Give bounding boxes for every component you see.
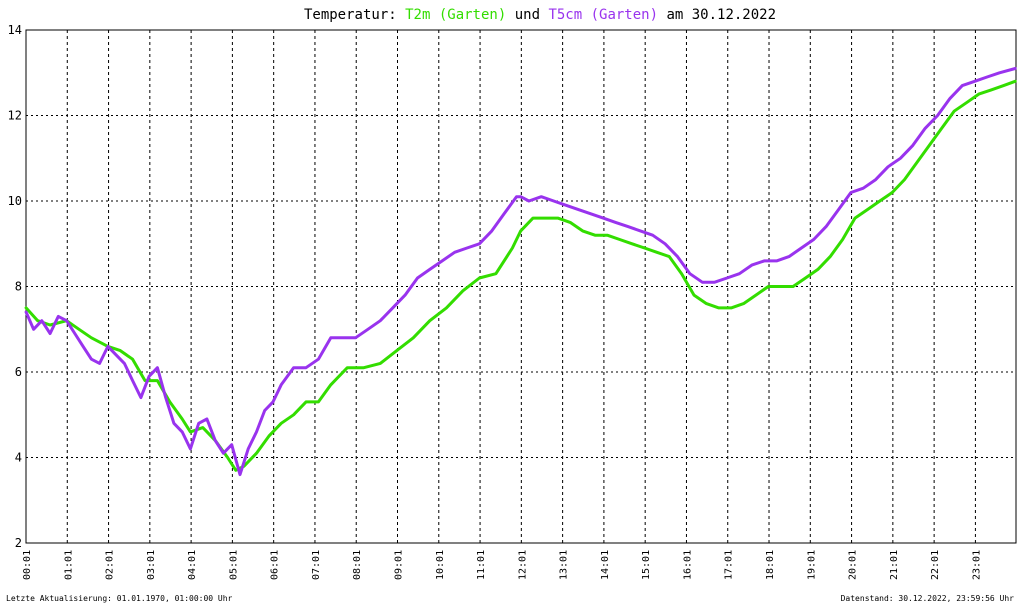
grid-lines [26, 30, 1016, 543]
x-tick-label: 22:01 [930, 550, 941, 580]
title-series2-label: T5cm (Garten) [548, 7, 658, 23]
x-axis: 00:01 01:01 02:01 03:01 04:01 05:01 06:01 07:01… [22, 550, 982, 580]
x-tick-label: 09:01 [394, 550, 405, 580]
x-tick-label: 04:01 [187, 550, 198, 580]
x-tick-label: 14:01 [600, 550, 611, 580]
title-connector: und [506, 7, 548, 23]
title-series1-label: T2m (Garten) [405, 7, 506, 23]
x-tick-label: 17:01 [724, 550, 735, 580]
series-t5cm-line [24, 67, 1017, 477]
y-tick-label: 14 [8, 23, 22, 37]
x-tick-label: 21:01 [889, 550, 900, 580]
series-layer [24, 67, 1017, 477]
x-tick-label: 01:01 [63, 550, 74, 580]
x-tick-label: 15:01 [641, 550, 652, 580]
y-tick-label: 10 [8, 194, 22, 208]
x-tick-label: 20:01 [848, 550, 859, 580]
x-tick-label: 08:01 [352, 550, 363, 580]
x-tick-label: 05:01 [228, 550, 239, 580]
x-tick-label: 13:01 [559, 550, 570, 580]
x-tick-label: 23:01 [971, 550, 982, 580]
x-tick-label: 03:01 [146, 550, 157, 580]
y-tick-label: 4 [15, 451, 22, 465]
y-tick-label: 2 [15, 536, 22, 550]
title-prefix: Temperatur: [304, 7, 405, 23]
x-tick-label: 16:01 [682, 550, 693, 580]
x-tick-label: 02:01 [105, 550, 116, 580]
footer-last-update: Letzte Aktualisierung: 01.01.1970, 01:00… [6, 594, 233, 603]
y-tick-label: 6 [15, 365, 22, 379]
x-tick-label: 07:01 [311, 550, 322, 580]
x-tick-label: 18:01 [765, 550, 776, 580]
x-tick-label: 06:01 [270, 550, 281, 580]
chart-title: Temperatur: T2m (Garten) und T5cm (Garte… [304, 7, 776, 23]
y-axis: 2 4 6 8 10 12 14 [8, 23, 22, 550]
x-tick-label: 12:01 [517, 550, 528, 580]
x-tick-label: 11:01 [476, 550, 487, 580]
x-tick-label: 10:01 [435, 550, 446, 580]
x-tick-label: 19:01 [806, 550, 817, 580]
footer-data-timestamp: Datenstand: 30.12.2022, 23:59:56 Uhr [841, 594, 1015, 603]
y-tick-label: 12 [8, 109, 22, 123]
y-tick-label: 8 [15, 280, 22, 294]
x-tick-label: 00:01 [22, 550, 33, 580]
series-t2m-line [24, 79, 1017, 472]
title-date: am 30.12.2022 [658, 7, 776, 23]
